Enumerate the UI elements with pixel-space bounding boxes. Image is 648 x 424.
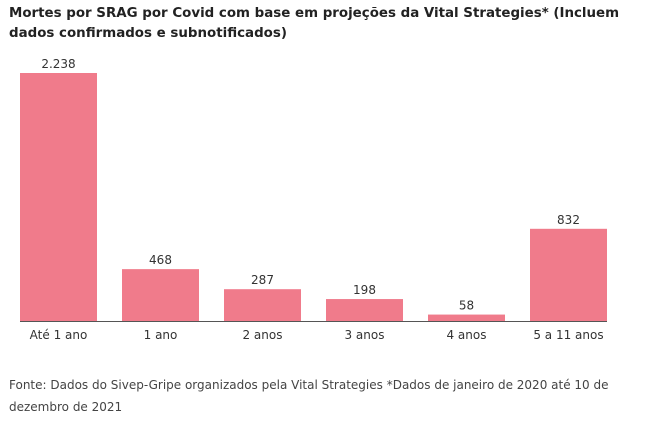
value-label-4: 198 [353,283,376,297]
bar-4 [326,299,403,321]
bar-chart: 2.238 Até 1 ano 468 1 ano 287 2 anos 198 3 anos… [20,57,607,342]
category-label-4: 3 anos [344,328,384,342]
category-label-3: 2 anos [242,328,282,342]
value-label-2: 468 [149,253,172,267]
value-label-1: 2.238 [41,57,75,71]
bar-1 [20,73,97,321]
source-note: Fonte: Dados do Sivep-Gripe organizados … [9,378,609,414]
chart-title: Mortes por SRAG por Covid com base em pr… [9,6,620,41]
bar-6 [530,228,607,321]
value-label-3: 287 [251,273,274,287]
bar-5 [428,314,505,321]
bar-2 [122,269,199,321]
value-label-6: 832 [557,213,580,227]
category-label-2: 1 ano [144,328,178,342]
category-label-6: 5 a 11 anos [533,328,603,342]
category-label-1: Até 1 ano [30,328,88,342]
bar-3 [224,289,301,321]
category-label-5: 4 anos [446,328,486,342]
value-label-5: 58 [459,299,474,313]
